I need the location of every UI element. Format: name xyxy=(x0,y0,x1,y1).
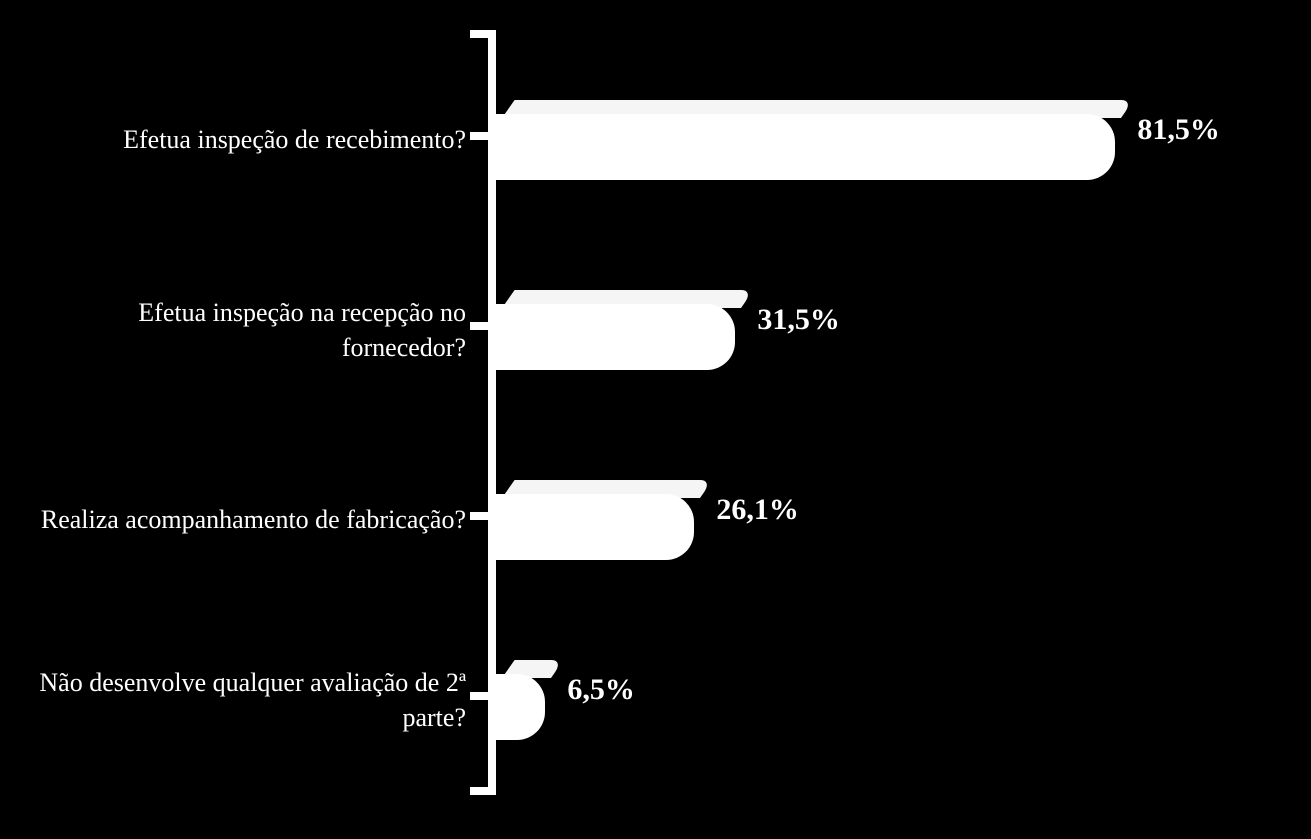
bar-value-3: 26,1% xyxy=(716,493,799,527)
bar-row-3: Realiza acompanhamento de fabricação? 26… xyxy=(0,470,1311,570)
bar-label-2: Efetua inspeção na recepção no fornecedo… xyxy=(26,295,466,365)
bar-label-3: Realiza acompanhamento de fabricação? xyxy=(26,502,466,537)
bar-4 xyxy=(496,660,545,740)
bar-wrap-2: 31,5% xyxy=(496,285,735,375)
bar-front-4 xyxy=(496,674,545,740)
bar-front-1 xyxy=(496,114,1115,180)
horizontal-bar-chart: Efetua inspeção de recebimento? 81,5% Ef… xyxy=(0,30,1311,810)
bar-row-1: Efetua inspeção de recebimento? 81,5% xyxy=(0,90,1311,190)
bar-wrap-4: 6,5% xyxy=(496,655,545,745)
bar-3 xyxy=(496,480,694,560)
bar-row-2: Efetua inspeção na recepção no fornecedo… xyxy=(0,280,1311,380)
bar-wrap-3: 26,1% xyxy=(496,475,694,565)
x-axis-base xyxy=(470,787,496,795)
bar-1 xyxy=(496,100,1115,180)
tick-mark-2 xyxy=(470,322,488,330)
tick-mark-3 xyxy=(470,512,488,520)
y-axis-top-cap xyxy=(470,30,488,38)
bar-front-2 xyxy=(496,304,735,370)
bar-label-4: Não desenvolve qualquer avaliação de 2ª … xyxy=(26,665,466,735)
tick-mark-4 xyxy=(470,692,488,700)
bar-value-2: 31,5% xyxy=(757,303,840,337)
bar-wrap-1: 81,5% xyxy=(496,95,1115,185)
bar-row-4: Não desenvolve qualquer avaliação de 2ª … xyxy=(0,650,1311,750)
bar-value-4: 6,5% xyxy=(567,673,635,707)
bar-value-1: 81,5% xyxy=(1137,113,1220,147)
bar-front-3 xyxy=(496,494,694,560)
bar-label-1: Efetua inspeção de recebimento? xyxy=(26,122,466,157)
tick-mark-1 xyxy=(470,132,488,140)
bar-2 xyxy=(496,290,735,370)
